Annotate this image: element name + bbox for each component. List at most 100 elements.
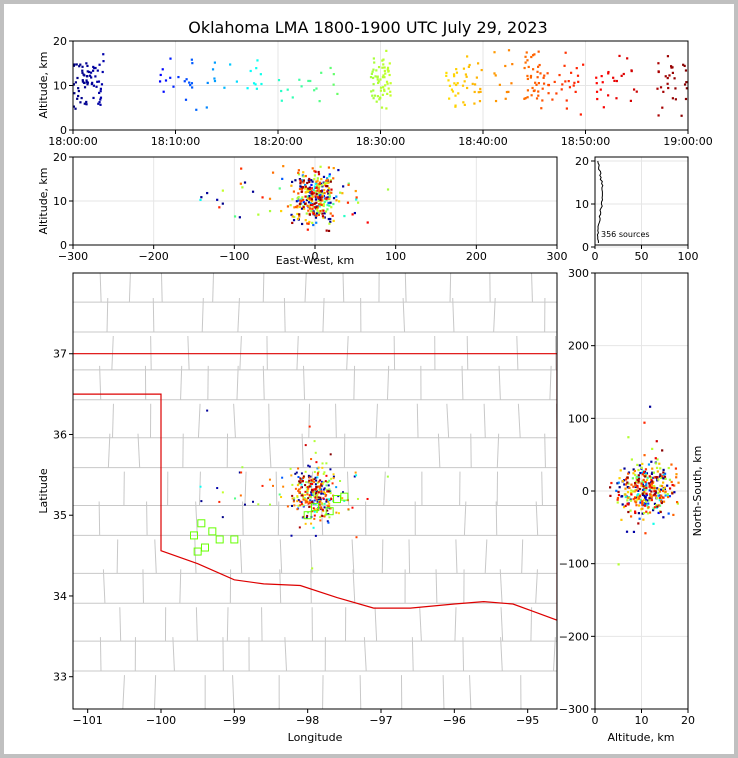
county-line [531,273,533,303]
map-source-point [315,498,318,501]
ta-source-point [551,98,554,101]
map-source-point [324,492,327,495]
ns-source-point [635,477,638,480]
ns-source-point [645,510,648,513]
ta-source-point [382,86,385,89]
ns-source-point [609,494,612,497]
map-source-point [311,501,314,504]
lma-station-marker [333,495,341,504]
ns-source-point [663,475,667,478]
ew-source-point [311,167,314,170]
ta-source-point [379,78,382,81]
ta-source-point [184,98,188,101]
county-line [128,273,131,303]
ns-source-point [642,485,645,488]
ta-source-point [82,73,85,76]
ta-source-point [92,96,95,100]
map-source-point [327,484,330,487]
ns-source-point [662,471,665,474]
ew-source-point [243,181,247,184]
ta-source-point [595,82,598,85]
ns-source-point [653,506,657,509]
ns-source-point [638,497,641,500]
ns-source-point [632,485,635,488]
ns-source-point [657,504,660,507]
map-xtick-label: −101 [73,714,103,727]
ns-source-point [672,513,675,517]
ns-source-point [656,458,659,461]
map-source-point [324,495,327,498]
ew-source-point [319,182,322,185]
ns-source-point [644,504,647,507]
county-line [499,569,503,604]
county-line [262,273,265,303]
ns-source-point [627,496,631,499]
ta-source-point [526,74,529,78]
county-line [107,433,111,468]
ns-source-point [634,485,637,489]
county-line [180,365,183,400]
ta-source-point [329,66,332,70]
ew-source-point [317,170,320,174]
ns-source-point [635,475,638,478]
ns-source-point [657,488,660,491]
ta-source-point [607,94,610,97]
county-line [454,607,457,642]
ew-source-point [322,216,325,219]
map-source-point [316,495,319,498]
ew-source-point [298,213,301,216]
ta-source-point [577,80,580,83]
ns-source-point [664,477,667,480]
county-line [516,335,519,370]
county-line [242,501,244,536]
ew-source-point [318,182,321,185]
ns-source-point [658,499,661,502]
map-source-point [307,497,310,500]
ns-source-point [638,493,642,497]
map-source-point [324,514,327,517]
ta-source-point [467,65,470,68]
map-source-point [318,490,321,493]
ns-source-point [653,490,656,493]
ew-source-point [337,200,341,203]
ew-source-point [308,186,311,189]
ew-source-point [319,165,322,168]
ta-source-point [505,90,509,94]
map-source-point [307,474,310,477]
ta-source-point [504,97,507,100]
ew-source-point [315,206,318,209]
ew-source-point [318,205,321,208]
ew-source-point [301,196,304,199]
county-line [575,298,577,332]
ns-source-point [654,457,657,460]
map-source-point [306,485,309,488]
ew-source-point [298,215,301,218]
panel-northsouth-altitude: 0 10 20 −300 −200 −100 0 100 200 300 Altitude, km… [559,267,704,744]
ta-source-point [86,81,89,84]
ns-source-point [658,494,662,497]
map-source-point [278,493,281,496]
map-source-point [330,498,333,501]
county-line [262,365,265,400]
map-source-point [323,506,326,509]
ta-source-point [530,55,533,59]
map-source-point [320,506,323,509]
ta-source-point [158,80,162,83]
ns-source-point [675,473,678,476]
ew-source-point [221,202,224,205]
ta-source-point [256,59,259,62]
ew-source-point [322,175,326,179]
ns-source-point [652,471,655,474]
ew-source-point [307,179,310,182]
ns-source-point [632,530,636,534]
ew-source-point [313,169,316,173]
map-source-point [300,472,303,475]
ew-source-point [302,205,305,209]
ew-source-point [302,171,305,174]
map-source-point [297,504,300,507]
ns-source-point [639,498,642,502]
map-source-point [315,490,318,493]
ew-source-point [318,185,321,188]
ta-source-point [527,65,530,69]
map-source-point [326,490,329,493]
